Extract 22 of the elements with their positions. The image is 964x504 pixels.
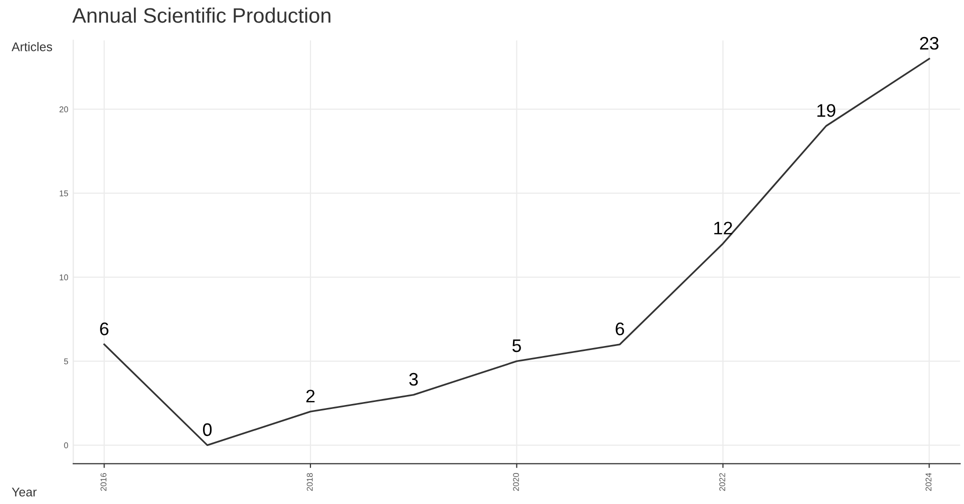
- y-tick-label: 5: [64, 358, 68, 364]
- data-label: 19: [817, 104, 836, 117]
- y-tick-label: 15: [60, 190, 68, 196]
- chart-title: Annual Scientific Production: [72, 8, 330, 23]
- data-label: 6: [100, 322, 108, 336]
- data-label: 23: [920, 36, 938, 50]
- y-tick-label: 10: [60, 274, 68, 280]
- y-tick-label: 20: [60, 106, 68, 112]
- data-label: 12: [714, 222, 732, 234]
- data-label: 5: [512, 339, 521, 352]
- x-tick-label: 2024: [926, 472, 932, 491]
- y-tick-label: 0: [64, 442, 68, 448]
- y-axis-title: Articles: [12, 42, 52, 52]
- x-tick-label: 2020: [513, 473, 519, 491]
- data-label: 0: [203, 423, 212, 436]
- data-label: 6: [616, 322, 624, 336]
- x-axis-title: Year: [12, 488, 37, 496]
- x-tick-label: 2018: [306, 473, 313, 491]
- data-label: 3: [409, 372, 418, 386]
- data-label: 2: [306, 390, 315, 402]
- x-tick-label: 2016: [100, 473, 106, 491]
- x-tick-label: 2022: [719, 473, 726, 491]
